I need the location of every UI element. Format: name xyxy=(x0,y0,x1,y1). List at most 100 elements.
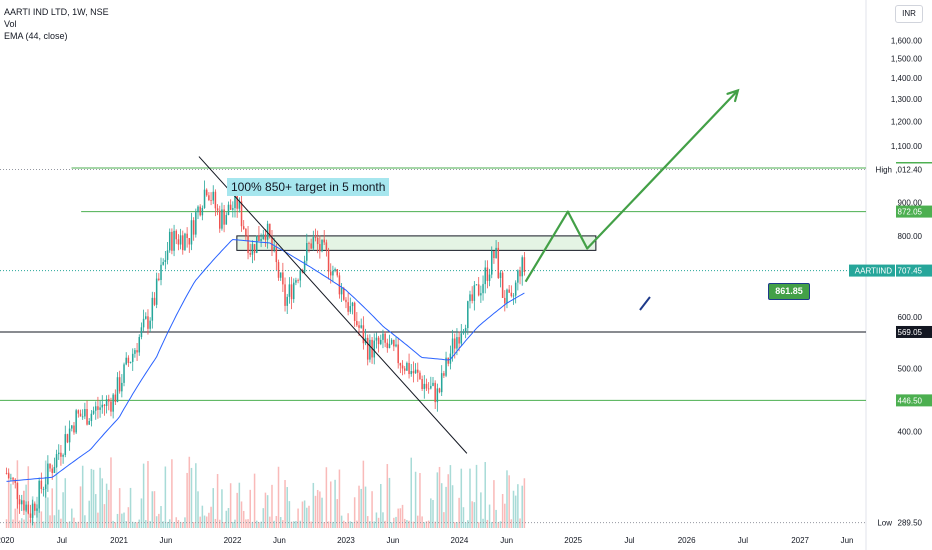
volume-bar xyxy=(79,486,82,528)
volume-bar xyxy=(199,516,201,528)
volume-bar xyxy=(49,515,51,528)
volume-bar xyxy=(5,519,8,528)
candle-body xyxy=(214,191,217,209)
candle-body xyxy=(397,344,399,364)
volume-bar xyxy=(358,485,360,528)
candle-body xyxy=(44,484,47,490)
volume-bar xyxy=(440,483,443,528)
level-price-tag xyxy=(896,264,932,277)
candle-body xyxy=(38,480,40,509)
candle-body xyxy=(399,363,402,366)
volume-bar xyxy=(86,522,88,528)
volume-bar xyxy=(205,516,208,528)
candle-body xyxy=(155,278,158,305)
volume-bar xyxy=(179,521,182,528)
candle-body xyxy=(73,425,75,433)
candle-body xyxy=(188,238,191,245)
candle-body xyxy=(195,212,197,235)
level-price-label: 872.05 xyxy=(898,208,923,217)
volume-bar xyxy=(20,518,23,528)
candle-body xyxy=(480,293,482,296)
volume-bar xyxy=(517,484,519,528)
candle-body xyxy=(245,228,247,236)
volume-bar xyxy=(64,478,67,528)
candle-body xyxy=(393,339,395,347)
volume-bar xyxy=(421,516,423,528)
candle-body xyxy=(219,210,221,229)
candle-body xyxy=(345,299,347,303)
candle-body xyxy=(171,231,173,251)
candle-body xyxy=(75,410,77,433)
volume-bar xyxy=(112,520,114,528)
volume-bar xyxy=(62,492,64,528)
y-tick-label: 900.00 xyxy=(898,199,923,208)
candle-body xyxy=(504,297,506,304)
candle-body xyxy=(290,284,293,300)
volume-bar xyxy=(177,519,180,528)
candle-body xyxy=(247,235,249,254)
candle-body xyxy=(182,235,184,251)
candle-body xyxy=(456,337,458,349)
volume-bar xyxy=(347,513,349,528)
candle-body xyxy=(477,284,480,296)
volume-bar xyxy=(175,517,178,528)
candle-body xyxy=(360,325,362,328)
volume-bar xyxy=(384,520,386,528)
volume-bar xyxy=(225,510,228,528)
volume-bar xyxy=(29,519,32,528)
candle-body xyxy=(327,249,330,272)
candle-body xyxy=(343,288,345,300)
candle-body xyxy=(269,223,271,238)
candle-body xyxy=(323,239,325,243)
volume-bar xyxy=(410,457,413,528)
candle-body xyxy=(458,337,460,344)
candle-body xyxy=(145,316,147,319)
candle-body xyxy=(223,209,225,225)
ema-label[interactable]: EMA (44, close) xyxy=(4,31,68,41)
volume-bar xyxy=(266,495,269,528)
candle-body xyxy=(164,259,167,262)
candle-body xyxy=(105,399,108,406)
candle-body xyxy=(495,247,497,259)
candle-body xyxy=(14,479,16,483)
candle-body xyxy=(469,294,471,302)
volume-bar xyxy=(105,483,108,528)
currency-button[interactable]: INR xyxy=(895,5,923,23)
volume-label[interactable]: Vol xyxy=(4,19,17,29)
candle-body xyxy=(499,272,502,278)
volume-bar xyxy=(343,520,345,528)
level-tag-box xyxy=(874,516,895,529)
volume-bar xyxy=(434,521,436,528)
level-price-tag xyxy=(896,163,932,176)
candle-body xyxy=(338,275,341,295)
candle-body xyxy=(406,362,408,371)
target-annotation[interactable]: 100% 850+ target in 5 month xyxy=(227,178,390,196)
volume-bar xyxy=(166,521,169,528)
candle-body xyxy=(464,328,467,332)
candle-body xyxy=(153,297,156,305)
candle-body xyxy=(316,237,319,245)
candle-body xyxy=(401,365,404,369)
volume-bar xyxy=(60,518,62,528)
downtrend-line xyxy=(198,156,468,454)
symbol-title[interactable]: AARTI IND LTD, 1W, NSE xyxy=(4,7,109,17)
candle-body xyxy=(151,297,154,321)
candle-body xyxy=(438,388,441,393)
volume-bar xyxy=(131,521,134,528)
candle-body xyxy=(358,325,360,328)
volume-bar xyxy=(216,474,219,528)
volume-bar xyxy=(380,483,382,528)
price-callout[interactable]: 861.85 xyxy=(768,283,810,300)
volume-bar xyxy=(247,519,249,528)
volume-bar xyxy=(412,521,415,528)
candle-body xyxy=(403,368,406,371)
volume-bar xyxy=(290,521,293,528)
volume-bar xyxy=(145,520,147,528)
candle-body xyxy=(482,284,484,294)
ema-line xyxy=(6,238,525,482)
level-tag-box xyxy=(869,163,895,176)
candle-body xyxy=(312,237,315,249)
volume-bar xyxy=(382,512,384,528)
volume-bar xyxy=(51,488,53,528)
